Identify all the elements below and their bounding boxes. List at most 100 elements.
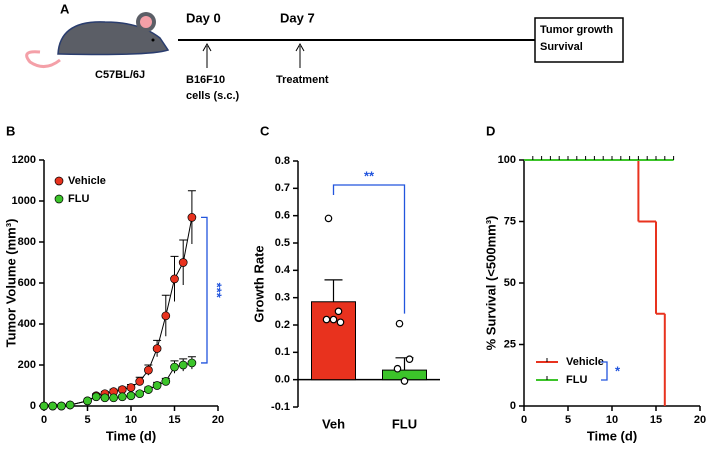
series-line [44,217,193,407]
significance-bracket [332,184,406,314]
data-point [135,389,145,399]
data-point [405,355,414,363]
data-point [117,385,127,394]
x-tick-label: 10 [125,414,137,426]
y-tick-label: 75 [504,215,516,227]
x-tick-label: 15 [168,414,180,426]
data-point [329,315,338,324]
panel-letter: A [60,1,70,16]
data-point [65,400,75,410]
panel-letter: D [486,123,495,138]
y-axis-label: % Survival (<500mm³) [483,216,498,351]
y-tick-label: 0.1 [275,346,290,358]
data-point [48,401,58,411]
outcome-text: Survival [540,41,583,53]
panel-letter: B [6,123,15,138]
y-tick-label: 25 [504,338,516,350]
legend-label: Vehicle [68,175,106,187]
event-note: cells (s.c.) [186,90,240,102]
legend-marker [54,176,64,186]
x-tick-label: 15 [650,414,662,426]
data-point [39,401,49,411]
bar [311,301,356,381]
data-point [152,381,162,390]
y-tick-label: 0.2 [275,319,290,331]
data-point [126,391,136,401]
y-tick-label: 1200 [12,154,36,166]
legend-label: Vehicle [566,356,604,368]
y-tick-label: 0.8 [275,155,290,167]
data-point [83,396,92,406]
x-tick-label: Veh [322,416,345,431]
data-point [178,360,188,370]
y-tick-label: 0.4 [275,264,291,276]
data-point [161,377,171,386]
strain-label: C57BL/6J [95,69,145,81]
data-point [170,274,179,284]
y-tick-label: 600 [18,277,36,289]
y-tick-label: 0.3 [275,292,290,304]
y-tick-label: 0.5 [275,237,290,249]
outcome-text: Tumor growth [540,24,613,36]
legend-marker [54,194,64,204]
y-tick-label: 0.6 [275,210,290,222]
mouse-eye [151,38,155,42]
data-point [152,344,162,353]
significance: ** [364,168,375,183]
x-tick-label: 20 [694,414,706,426]
event-note: B16F10 [186,74,225,86]
series-line [44,362,193,407]
y-axis-label: Growth Rate [251,245,266,322]
y-tick-label: 0 [30,400,36,412]
y-tick-label: 0.0 [275,374,290,386]
data-point [324,214,333,223]
y-tick-label: 400 [18,318,36,330]
x-tick-label: 5 [565,414,571,426]
y-axis-label: Tumor Volume (mm³) [3,219,18,348]
legend-label: FLU [566,374,587,386]
data-point [187,358,197,368]
y-tick-label: 1000 [12,195,36,207]
data-point [400,377,409,385]
data-point [91,392,101,402]
panel-letter: C [260,123,270,138]
event-note: Treatment [276,74,329,86]
x-tick-label: FLU [392,416,417,431]
data-point [336,318,345,327]
y-tick-label: -0.1 [271,401,290,413]
data-point [144,365,153,375]
data-point [117,392,127,402]
outcome-box [534,17,624,63]
x-axis-label: Time (d) [106,428,156,443]
x-axis-label: Time (d) [587,428,637,443]
data-point [395,319,404,328]
legend-label: FLU [68,193,89,205]
data-point [170,362,179,372]
data-point [187,213,197,222]
y-tick-label: 50 [504,277,516,289]
mouse-ear-inner [140,16,152,28]
significance: * [615,363,621,378]
y-tick-label: 100 [498,154,516,166]
significance-bracket [601,361,608,381]
x-tick-label: 20 [212,414,224,426]
x-tick-label: 0 [521,414,527,426]
x-tick-label: 10 [606,414,618,426]
data-point [57,401,66,411]
x-tick-label: 5 [84,414,90,426]
x-tick-label: 0 [41,414,47,426]
y-tick-label: 800 [18,236,36,248]
data-point [109,393,118,403]
data-point [135,377,145,386]
data-point [322,315,331,324]
y-tick-label: 200 [18,359,36,371]
data-point [100,393,110,403]
panel-a: A C57BL/6J Day 0 Day 7 B16F10 cells (s.c… [25,1,624,102]
event-day: Day 0 [186,10,221,25]
error-bar [324,279,343,302]
data-point [393,364,402,373]
data-point [126,383,136,392]
event-arrow [202,42,212,68]
event-arrow [295,42,305,68]
